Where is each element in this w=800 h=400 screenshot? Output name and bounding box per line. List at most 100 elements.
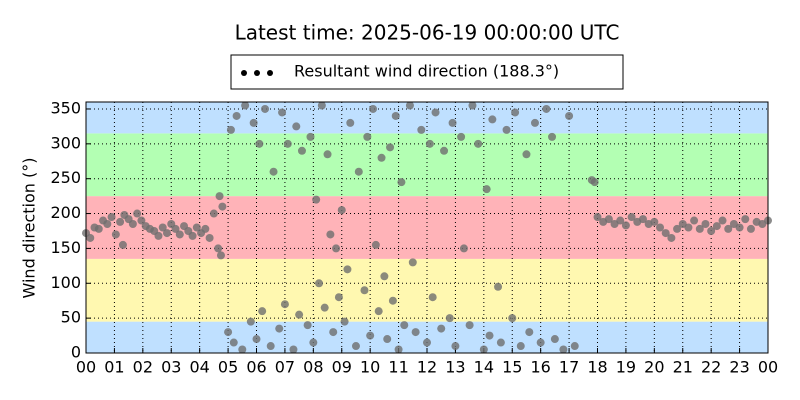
data-point xyxy=(425,139,434,148)
data-point xyxy=(701,220,710,229)
data-point xyxy=(550,335,559,344)
data-point xyxy=(229,338,238,347)
x-tick-label: 06 xyxy=(246,358,266,377)
data-point xyxy=(496,338,505,347)
data-point xyxy=(508,314,517,323)
plot-frame xyxy=(85,101,769,354)
data-point xyxy=(332,244,341,253)
data-point xyxy=(661,229,670,238)
x-tick-label: 02 xyxy=(133,358,153,377)
data-point xyxy=(111,230,120,239)
data-point xyxy=(226,125,235,134)
data-point xyxy=(241,101,250,110)
data-point xyxy=(408,258,417,267)
data-point xyxy=(437,324,446,333)
data-point xyxy=(278,108,287,117)
data-point xyxy=(380,272,389,281)
data-point xyxy=(320,303,329,312)
data-point xyxy=(201,224,210,233)
data-point xyxy=(205,233,214,242)
data-point xyxy=(559,345,568,354)
legend-marker xyxy=(241,70,247,76)
data-point xyxy=(451,342,460,351)
data-point xyxy=(275,324,284,333)
data-point xyxy=(116,217,125,226)
data-point xyxy=(656,223,665,232)
data-point xyxy=(343,265,352,274)
data-point xyxy=(474,139,483,148)
data-point xyxy=(303,321,312,330)
data-point xyxy=(479,345,488,354)
data-point xyxy=(133,209,142,218)
data-point xyxy=(440,146,449,155)
x-tick-label: 13 xyxy=(445,358,465,377)
legend-label: Resultant wind direction (188.3°) xyxy=(294,62,559,81)
data-point xyxy=(128,220,137,229)
y-tick-label: 250 xyxy=(50,168,81,187)
x-tick-label: 08 xyxy=(303,358,323,377)
x-tick-label: 14 xyxy=(474,358,494,377)
data-point xyxy=(522,150,531,159)
data-point xyxy=(511,108,520,117)
data-point xyxy=(218,202,227,211)
data-point xyxy=(188,231,197,240)
data-point xyxy=(445,314,454,323)
x-tick-label: 21 xyxy=(673,358,693,377)
data-point xyxy=(315,279,324,288)
x-tick-label: 10 xyxy=(360,358,380,377)
y-tick-label: 200 xyxy=(50,203,81,222)
data-point xyxy=(536,338,545,347)
x-tick-label: 18 xyxy=(587,358,607,377)
direction-band xyxy=(86,102,768,134)
data-point xyxy=(485,331,494,340)
x-tick-label: 01 xyxy=(104,358,124,377)
data-point xyxy=(258,307,267,316)
data-point xyxy=(297,146,306,155)
data-point xyxy=(371,240,380,249)
data-point xyxy=(107,213,116,222)
data-point xyxy=(209,209,218,218)
y-tick-label: 100 xyxy=(50,273,81,292)
data-point xyxy=(192,223,201,232)
x-tick-label: 07 xyxy=(275,358,295,377)
y-tick-label: 50 xyxy=(61,308,81,327)
data-point xyxy=(465,321,474,330)
data-point xyxy=(431,108,440,117)
chart-title: Latest time: 2025-06-19 00:00:00 UTC xyxy=(235,21,620,45)
y-tick-label: 150 xyxy=(50,238,81,257)
data-point xyxy=(289,345,298,354)
data-point xyxy=(334,293,343,302)
data-point xyxy=(525,328,534,337)
data-point xyxy=(309,338,318,347)
x-tick-label: 05 xyxy=(218,358,238,377)
data-point xyxy=(323,150,332,159)
data-point xyxy=(482,185,491,194)
data-point xyxy=(374,307,383,316)
data-point xyxy=(340,317,349,326)
data-point xyxy=(684,223,693,232)
data-point xyxy=(103,220,112,229)
data-point xyxy=(667,233,676,242)
y-tick-label: 300 xyxy=(50,133,81,152)
data-point xyxy=(468,101,477,110)
data-point xyxy=(394,345,403,354)
data-point xyxy=(565,111,574,120)
data-point xyxy=(246,317,255,326)
data-point xyxy=(724,224,733,233)
data-point xyxy=(255,139,264,148)
data-point xyxy=(326,230,335,239)
data-point xyxy=(266,342,275,351)
data-point xyxy=(488,115,497,124)
x-tick-label: 04 xyxy=(189,358,209,377)
data-point xyxy=(269,167,278,176)
data-point xyxy=(448,118,457,127)
data-point xyxy=(542,104,551,113)
data-point xyxy=(604,215,613,224)
data-point xyxy=(249,118,258,127)
data-point xyxy=(118,240,127,249)
data-point xyxy=(502,125,511,134)
legend-marker xyxy=(254,70,260,76)
x-tick-label: 20 xyxy=(644,358,664,377)
data-point xyxy=(224,328,233,337)
